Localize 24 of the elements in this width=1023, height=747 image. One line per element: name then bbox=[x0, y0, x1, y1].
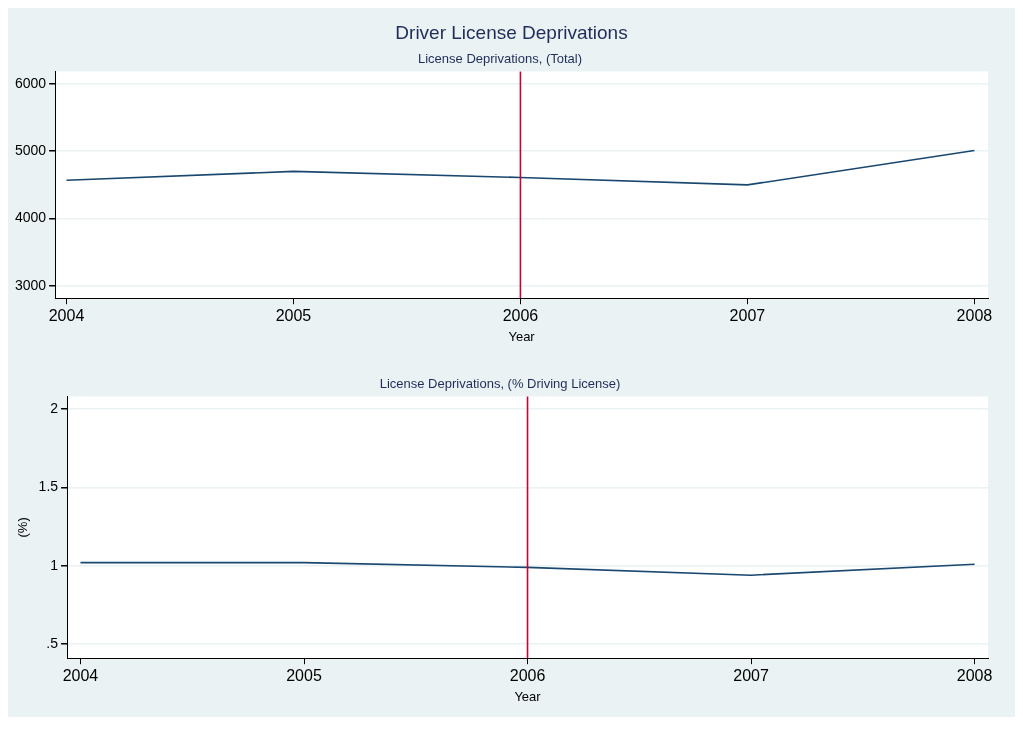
chart-title: License Deprivations, (% Driving License) bbox=[379, 376, 621, 392]
x-tick-label: 2006 bbox=[502, 307, 539, 325]
y-tick-label: .5 bbox=[46, 634, 59, 651]
y-tick-label: 1.5 bbox=[38, 478, 59, 495]
chart-subtitle: License Deprivations, (Total) bbox=[417, 51, 583, 67]
x-axis-title: Year bbox=[514, 688, 542, 704]
x-tick-label: 2007 bbox=[729, 307, 766, 325]
x-tick-label: 2004 bbox=[48, 307, 85, 325]
y-tick-label: 6000 bbox=[14, 74, 47, 91]
x-tick-label: 2008 bbox=[956, 667, 993, 685]
y-tick-label: 1 bbox=[50, 556, 59, 573]
y-tick-label: 5000 bbox=[14, 142, 47, 159]
x-tick-label: 2008 bbox=[956, 307, 993, 325]
y-axis-title: (%) bbox=[15, 517, 31, 538]
y-tick-label: 4000 bbox=[14, 209, 47, 226]
chart-title: Driver License Deprivations bbox=[394, 21, 629, 45]
x-tick-label: 2004 bbox=[62, 667, 99, 685]
x-axis-title: Year bbox=[508, 328, 536, 344]
x-tick-label: 2005 bbox=[275, 307, 312, 325]
y-tick-label: 2 bbox=[50, 399, 59, 416]
y-tick-label: 3000 bbox=[14, 276, 47, 293]
x-tick-label: 2005 bbox=[286, 667, 322, 685]
x-tick-label: 2007 bbox=[733, 667, 769, 685]
x-tick-label: 2006 bbox=[509, 667, 546, 685]
